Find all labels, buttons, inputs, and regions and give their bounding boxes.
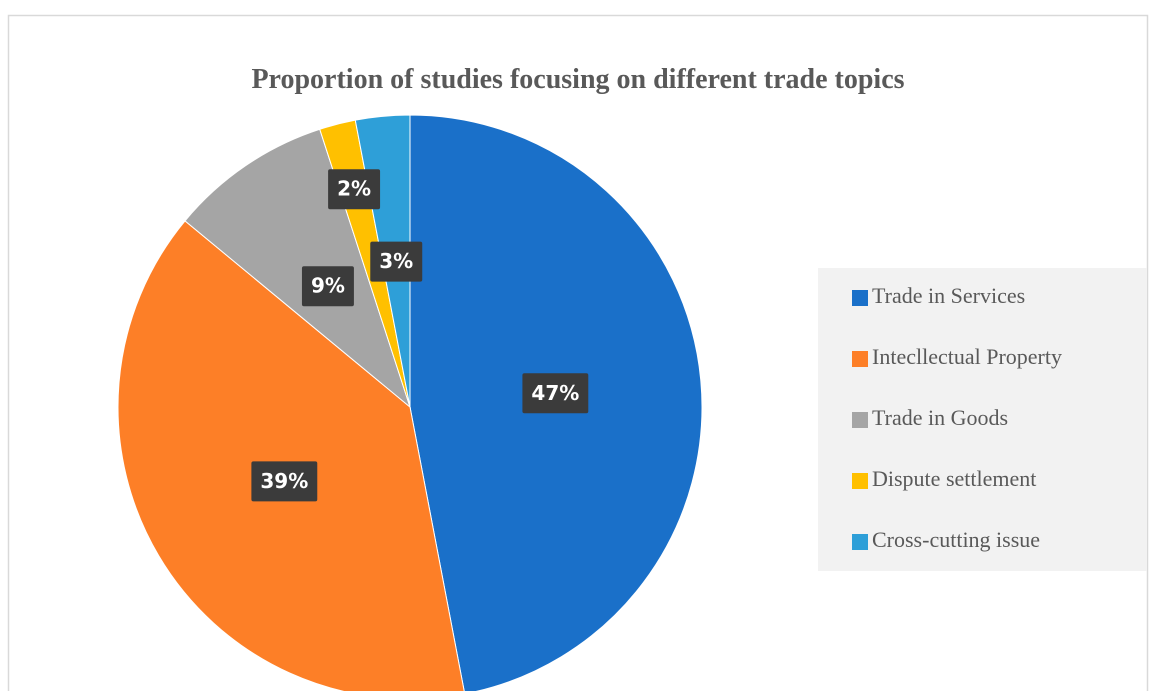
data-label-box xyxy=(328,169,381,210)
legend-swatch xyxy=(852,290,868,306)
data-label-box xyxy=(522,373,589,414)
legend-swatch xyxy=(852,473,868,489)
legend-label: Cross-cutting issue xyxy=(872,527,1040,552)
data-label: 39% xyxy=(251,461,318,502)
data-label: 9% xyxy=(301,266,354,307)
legend-swatch xyxy=(852,412,868,428)
legend-label: Intecllectual Property xyxy=(872,344,1062,369)
legend: Trade in Services Intecllectual Property T… xyxy=(852,283,1062,552)
data-label: 2% xyxy=(328,169,381,210)
legend-swatch xyxy=(852,351,868,367)
legend-box xyxy=(818,268,1147,571)
data-labels: 47% 39% 9% 2% 3% xyxy=(251,169,589,502)
data-label-text: 9% xyxy=(311,274,345,298)
data-label-box xyxy=(370,241,423,282)
chart-title: Proportion of studies focusing on differ… xyxy=(251,64,904,95)
data-label-text: 2% xyxy=(337,177,371,201)
data-label-text: 39% xyxy=(260,469,308,493)
data-label: 3% xyxy=(370,241,423,282)
legend-swatch xyxy=(852,534,868,550)
data-label-box xyxy=(251,461,318,502)
data-label-box xyxy=(301,266,354,307)
data-label: 47% xyxy=(522,373,589,414)
pie xyxy=(117,114,703,691)
legend-label: Trade in Services xyxy=(872,283,1025,308)
legend-label: Trade in Goods xyxy=(872,405,1008,430)
legend-label: Dispute settlement xyxy=(872,466,1036,491)
pie-slice xyxy=(184,128,412,409)
pie-slice xyxy=(117,220,465,691)
data-label-text: 3% xyxy=(379,249,413,273)
data-label-text: 47% xyxy=(531,381,579,405)
chart-border xyxy=(7,14,1149,691)
